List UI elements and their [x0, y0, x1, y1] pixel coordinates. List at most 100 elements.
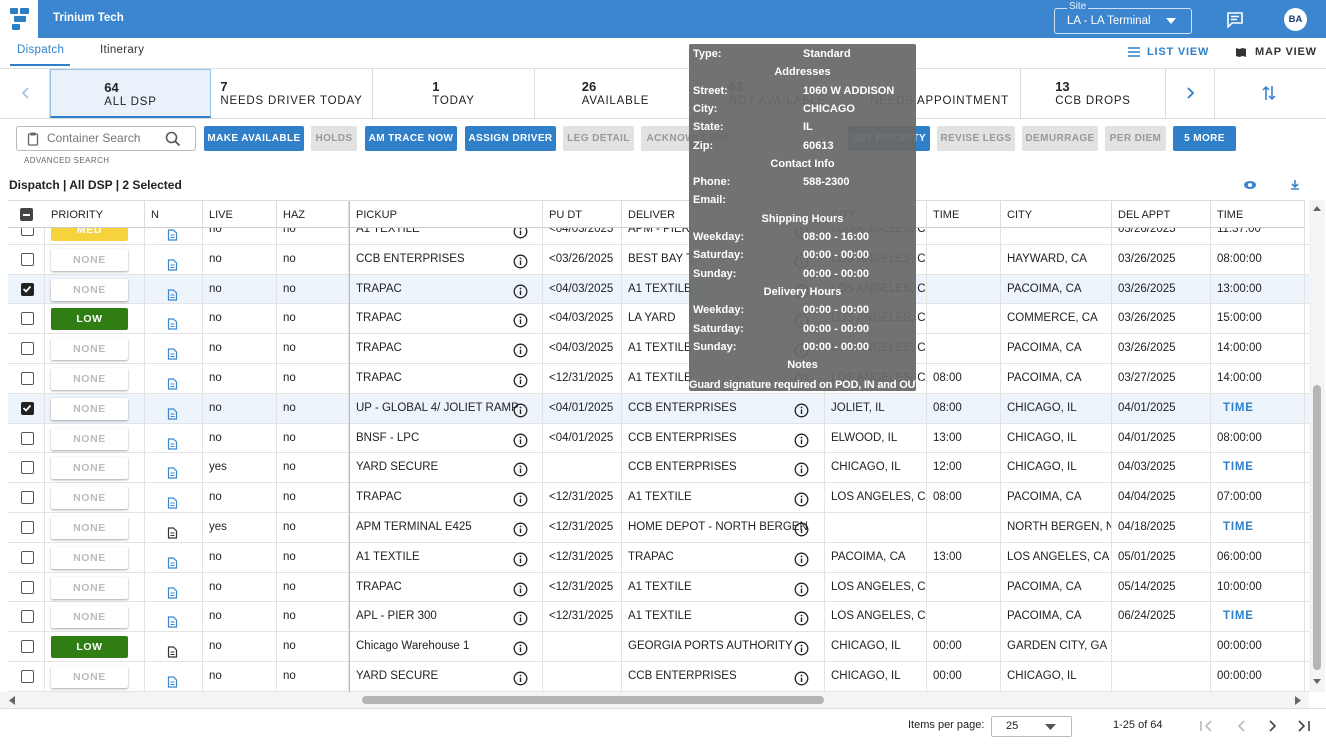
- row-checkbox[interactable]: [21, 431, 34, 445]
- info-icon[interactable]: [794, 492, 809, 507]
- note-icon[interactable]: [167, 646, 178, 658]
- row-checkbox[interactable]: [21, 550, 34, 564]
- info-icon[interactable]: [513, 433, 528, 448]
- note-icon[interactable]: [167, 527, 178, 539]
- info-icon[interactable]: [513, 641, 528, 656]
- priority-badge[interactable]: NONE: [51, 278, 128, 301]
- row-checkbox[interactable]: [21, 461, 34, 475]
- info-icon[interactable]: [794, 582, 809, 597]
- stat-card[interactable]: 64 ALL DSP: [50, 69, 211, 118]
- priority-badge[interactable]: NONE: [51, 546, 128, 569]
- scroll-thumb[interactable]: [1313, 385, 1321, 670]
- info-icon[interactable]: [513, 671, 528, 686]
- scroll-thumb-h[interactable]: [362, 696, 824, 704]
- info-icon[interactable]: [794, 611, 809, 626]
- row-checkbox[interactable]: [21, 228, 34, 236]
- info-icon[interactable]: [794, 641, 809, 656]
- note-icon[interactable]: [167, 229, 178, 241]
- info-icon[interactable]: [513, 343, 528, 358]
- note-icon[interactable]: [167, 348, 178, 360]
- row-checkbox[interactable]: [21, 580, 34, 594]
- priority-badge[interactable]: LOW: [51, 636, 128, 659]
- page-nav[interactable]: [1198, 718, 1318, 734]
- priority-badge[interactable]: NONE: [51, 576, 128, 599]
- toolbar-button[interactable]: 5 MORE: [1173, 126, 1236, 151]
- info-icon[interactable]: [794, 403, 809, 418]
- info-icon[interactable]: [513, 552, 528, 567]
- sort-icon[interactable]: [1262, 85, 1276, 101]
- priority-badge[interactable]: NONE: [51, 338, 128, 361]
- row-checkbox[interactable]: [21, 401, 34, 415]
- stat-card[interactable]: 26 AVAILABLE: [535, 69, 697, 118]
- chat-icon[interactable]: [1226, 11, 1244, 28]
- row-checkbox[interactable]: [21, 252, 34, 266]
- note-icon[interactable]: [167, 467, 178, 479]
- note-icon[interactable]: [167, 408, 178, 420]
- priority-badge[interactable]: NONE: [51, 368, 128, 390]
- priority-badge[interactable]: NONE: [51, 606, 128, 629]
- info-icon[interactable]: [513, 403, 528, 418]
- view-button[interactable]: LIST VIEW: [1127, 46, 1209, 58]
- toolbar-button[interactable]: REVISE LEGS: [937, 126, 1015, 151]
- stats-next[interactable]: [1166, 69, 1215, 118]
- row-checkbox[interactable]: [21, 342, 34, 356]
- note-icon[interactable]: [167, 676, 178, 688]
- stats-prev[interactable]: [0, 69, 50, 118]
- priority-badge[interactable]: MED: [51, 228, 128, 241]
- toolbar-button[interactable]: AM TRACE NOW: [365, 126, 457, 151]
- tab[interactable]: Dispatch: [17, 44, 65, 56]
- advanced-search[interactable]: ADVANCED SEARCH: [24, 156, 110, 165]
- info-icon[interactable]: [513, 254, 528, 269]
- note-icon[interactable]: [167, 557, 178, 569]
- info-icon[interactable]: [513, 284, 528, 299]
- stat-card[interactable]: 7 NEEDS DRIVER TODAY: [211, 69, 373, 118]
- priority-badge[interactable]: NONE: [51, 487, 128, 510]
- row-checkbox[interactable]: [21, 282, 34, 296]
- priority-badge[interactable]: LOW: [51, 308, 128, 331]
- note-icon[interactable]: [167, 437, 178, 450]
- info-icon[interactable]: [513, 522, 528, 537]
- note-icon[interactable]: [167, 616, 178, 628]
- info-icon[interactable]: [513, 611, 528, 626]
- del-time[interactable]: TIME: [1223, 610, 1254, 623]
- search-box[interactable]: Container Search: [16, 126, 196, 151]
- info-icon[interactable]: [513, 492, 528, 507]
- row-checkbox[interactable]: [21, 640, 34, 654]
- priority-badge[interactable]: NONE: [51, 397, 128, 420]
- stat-card[interactable]: 1 TODAY: [373, 69, 535, 118]
- site-select[interactable]: Site LA - LA Terminal: [1054, 1, 1192, 34]
- priority-badge[interactable]: NONE: [51, 457, 128, 480]
- row-checkbox[interactable]: [21, 610, 34, 624]
- view-button[interactable]: MAP VIEW: [1235, 46, 1317, 58]
- info-icon[interactable]: [513, 373, 528, 388]
- info-icon[interactable]: [513, 582, 528, 597]
- note-icon[interactable]: [167, 586, 178, 599]
- info-icon[interactable]: [513, 313, 528, 328]
- priority-badge[interactable]: NONE: [51, 248, 128, 271]
- info-icon[interactable]: [794, 552, 809, 567]
- toolbar-button[interactable]: DEMURRAGE: [1022, 126, 1098, 151]
- toolbar-button[interactable]: PER DIEM: [1105, 126, 1166, 151]
- items-select[interactable]: 25: [991, 716, 1072, 737]
- toolbar-button[interactable]: HOLDS: [311, 126, 357, 151]
- note-icon[interactable]: [167, 497, 178, 509]
- row-checkbox[interactable]: [21, 312, 34, 326]
- row-checkbox[interactable]: [21, 521, 34, 534]
- note-icon[interactable]: [167, 288, 178, 301]
- download-icon[interactable]: [1289, 179, 1301, 191]
- del-time[interactable]: TIME: [1223, 401, 1254, 414]
- info-icon[interactable]: [513, 462, 528, 477]
- row-checkbox[interactable]: [21, 491, 34, 505]
- stat-card[interactable]: 13 CCB DROPS: [1021, 69, 1166, 118]
- view-icon[interactable]: [1243, 180, 1257, 190]
- horizontal-scrollbar[interactable]: [0, 692, 1309, 708]
- priority-badge[interactable]: NONE: [51, 427, 128, 450]
- priority-badge[interactable]: NONE: [51, 666, 128, 688]
- info-icon[interactable]: [513, 228, 528, 239]
- toolbar-button[interactable]: LEG DETAIL: [563, 126, 634, 151]
- info-icon[interactable]: [794, 671, 809, 686]
- row-checkbox[interactable]: [21, 670, 34, 683]
- info-icon[interactable]: [794, 522, 809, 537]
- toolbar-button[interactable]: ASSIGN DRIVER: [465, 126, 556, 151]
- toolbar-button[interactable]: MAKE AVAILABLE: [204, 126, 304, 151]
